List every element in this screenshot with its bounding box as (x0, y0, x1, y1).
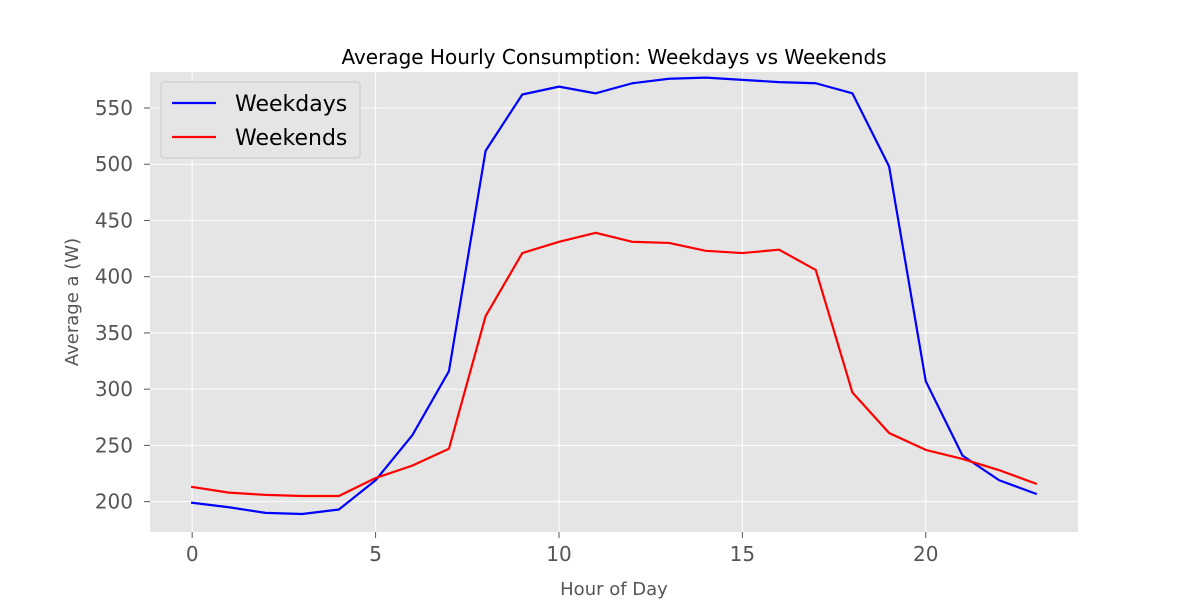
y-axis-label: Average a (W) (62, 238, 83, 366)
x-tick-label: 10 (546, 542, 571, 566)
x-tick-label: 20 (913, 542, 938, 566)
axis-ticks: 0 5 10 15 20 200 250 300 350 400 450 500 550 (95, 96, 939, 566)
y-tick-label: 450 (95, 208, 133, 232)
y-tick-label: 500 (95, 152, 133, 176)
legend-box (160, 81, 361, 159)
legend-label-weekends: Weekends (235, 126, 347, 151)
y-tick-label: 550 (95, 96, 133, 120)
y-tick-label: 300 (95, 377, 133, 401)
y-tick-label: 250 (95, 433, 133, 457)
series-lines (190, 76, 1038, 516)
y-tick-label: 400 (95, 265, 133, 289)
series-line-weekends (190, 231, 1038, 498)
legend-label-weekdays: Weekdays (235, 92, 347, 117)
y-tick-label: 350 (95, 321, 133, 345)
grid-lines (150, 72, 1078, 532)
series-line-weekdays (190, 76, 1038, 516)
y-tick-label: 200 (95, 490, 133, 514)
x-tick-label: 5 (369, 542, 382, 566)
chart-title: Average Hourly Consumption: Weekdays vs … (341, 45, 886, 69)
x-tick-label: 0 (186, 542, 199, 566)
x-axis-label: Hour of Day (560, 579, 668, 600)
legend: Weekdays Weekends (160, 81, 361, 159)
x-tick-label: 15 (730, 542, 755, 566)
